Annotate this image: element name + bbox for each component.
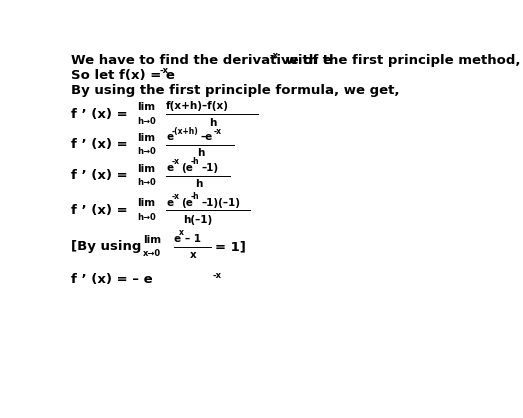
Text: e: e <box>166 163 173 173</box>
Text: x→0: x→0 <box>143 249 161 258</box>
Text: (e: (e <box>181 198 194 208</box>
Text: h→0: h→0 <box>138 213 156 222</box>
Text: h: h <box>209 117 216 127</box>
Text: -h: -h <box>190 157 199 166</box>
Text: f ’ (x) =: f ’ (x) = <box>71 138 128 151</box>
Text: h→0: h→0 <box>138 117 156 125</box>
Text: f(x+h)–f(x): f(x+h)–f(x) <box>166 101 229 111</box>
Text: e: e <box>174 234 181 244</box>
Text: h: h <box>197 148 204 158</box>
Text: h→0: h→0 <box>138 178 156 187</box>
Text: -x: -x <box>172 192 179 201</box>
Text: – 1: – 1 <box>185 234 201 244</box>
Text: –1): –1) <box>202 163 219 173</box>
Text: lim: lim <box>138 133 155 143</box>
Text: = 1]: = 1] <box>215 240 246 253</box>
Text: -x: -x <box>172 157 179 166</box>
Text: lim: lim <box>138 199 155 209</box>
Text: e: e <box>166 198 173 208</box>
Text: with the first principle method,: with the first principle method, <box>281 54 520 66</box>
Text: h→0: h→0 <box>138 147 156 156</box>
Text: x: x <box>190 250 197 260</box>
Text: f ’ (x) =: f ’ (x) = <box>71 169 128 182</box>
Text: –1)(–1): –1)(–1) <box>202 198 241 208</box>
Text: -x: -x <box>270 51 279 60</box>
Text: So let f(x) = e: So let f(x) = e <box>71 69 175 82</box>
Text: -x: -x <box>213 127 221 135</box>
Text: x: x <box>179 228 184 237</box>
Text: f ’ (x) =: f ’ (x) = <box>71 204 128 217</box>
Text: h: h <box>195 179 202 189</box>
Text: By using the first principle formula, we get,: By using the first principle formula, we… <box>71 84 399 97</box>
Text: -x: -x <box>160 66 169 76</box>
Text: (e: (e <box>181 163 194 173</box>
Text: -(x+h): -(x+h) <box>172 127 198 135</box>
Text: h(–1): h(–1) <box>183 214 212 224</box>
Text: e: e <box>166 132 173 142</box>
Text: We have to find the derivative of e: We have to find the derivative of e <box>71 54 332 66</box>
Text: -x: -x <box>213 270 222 280</box>
Text: [By using: [By using <box>71 240 141 253</box>
Text: lim: lim <box>143 234 161 245</box>
Text: –e: –e <box>201 132 213 142</box>
Text: lim: lim <box>138 102 155 112</box>
Text: f ’ (x) =: f ’ (x) = <box>71 107 128 120</box>
Text: -h: -h <box>190 192 199 201</box>
Text: lim: lim <box>138 164 155 174</box>
Text: f ’ (x) = – e: f ’ (x) = – e <box>71 273 152 286</box>
